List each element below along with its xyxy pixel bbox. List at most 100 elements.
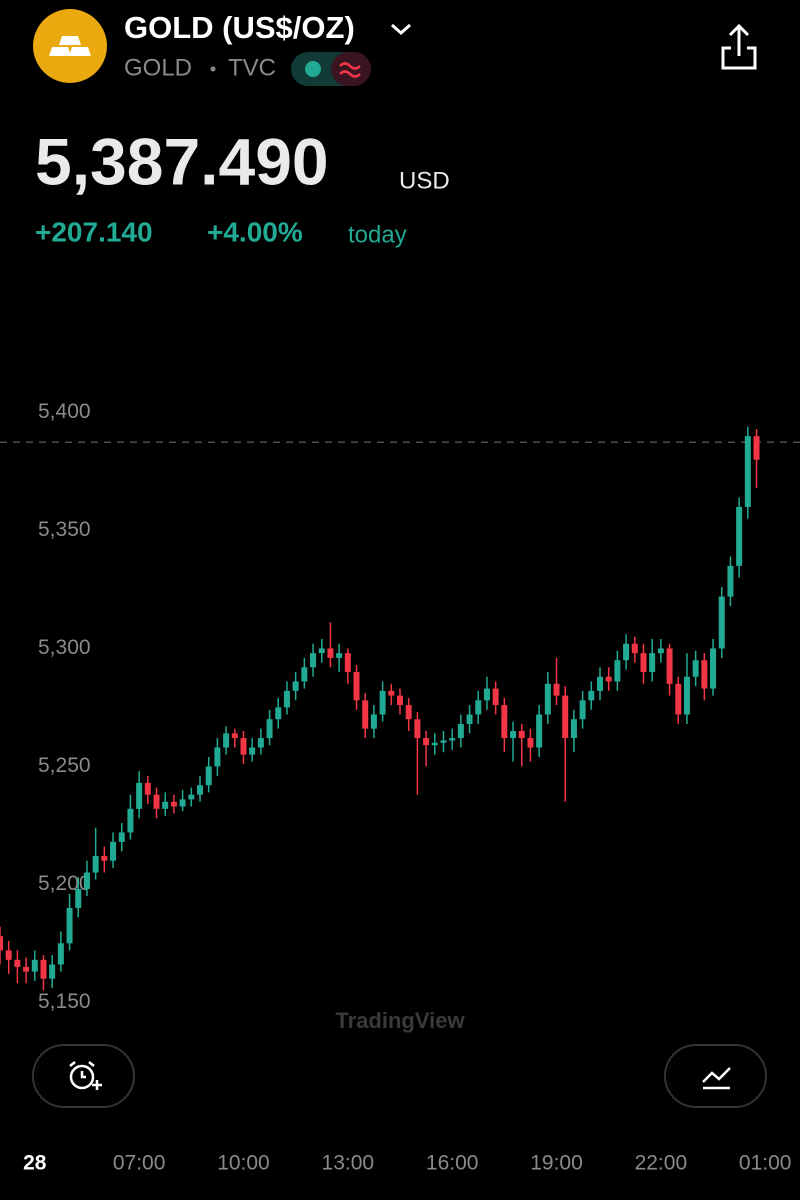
candle-body [649,653,656,673]
candle [40,955,47,991]
candle-body [675,683,682,715]
candle-body [631,643,638,654]
candle [414,712,421,795]
candle-body [379,690,386,715]
gold-icon [33,9,107,83]
candle-body [718,596,725,649]
candle-body [457,723,464,739]
candle [75,877,82,918]
change-percent: +4.00% [207,216,303,247]
candle-body [57,943,64,965]
candle-body [544,683,551,715]
candle-body [179,799,186,807]
candle [14,950,21,984]
candle-body [118,832,125,842]
candle [336,643,343,673]
candle-body [197,785,203,795]
candle-body [31,959,38,972]
candle [370,705,377,739]
candle [5,940,12,974]
candle [214,738,221,776]
candle-body [692,660,699,677]
candle-body [214,747,221,767]
watermark: TradingView [335,1008,465,1033]
candle-body [597,676,603,691]
candle-body [370,714,377,729]
candle [197,775,203,802]
x-tick-label: 01:00 [739,1152,792,1175]
candle-body [588,690,595,701]
candle [510,721,517,762]
candle [0,926,3,965]
candle-body [66,907,73,944]
candle-body [170,801,177,807]
candle-body [423,738,430,746]
candle-body [240,738,247,755]
candle-body [318,648,325,654]
y-tick-label: 5,350 [38,518,91,541]
candle [162,792,169,816]
candle-body [257,738,264,748]
candle-body [23,966,30,972]
candle-body [49,964,56,979]
candle [179,789,186,812]
candle [275,697,282,729]
candle [649,639,656,682]
candle-body [249,747,256,755]
candle [127,794,134,840]
candle [362,693,369,739]
candle-body [40,959,47,979]
candle-body [136,782,143,809]
candle [710,639,717,696]
candle-body [283,690,290,708]
candle [388,683,395,706]
candle [136,771,143,819]
candle-body [0,936,3,951]
candle-body [736,506,743,566]
candle [753,429,760,489]
x-tick-label: 16:00 [426,1152,479,1175]
candle-body [753,436,760,460]
share-button[interactable] [721,23,757,70]
candle [518,723,525,767]
candle-body [344,653,351,673]
x-tick-label: 07:00 [113,1152,166,1175]
candle-body [623,643,630,661]
candle [327,622,334,668]
x-tick-label: 28 [23,1152,47,1175]
candle-body [431,742,438,746]
candle-body [327,648,334,658]
candle-body [144,782,151,795]
candle-body [110,841,117,861]
candle-body [275,707,282,720]
candle [101,846,108,873]
candle [562,686,569,802]
candle [240,730,247,765]
candle [144,775,151,805]
candle-body [727,565,734,597]
candle [579,690,586,729]
candle [318,639,325,663]
candle [57,931,64,972]
symbol-title[interactable]: GOLD (US$/OZ) [124,10,355,45]
candle-body [301,667,308,682]
candle-body [153,794,160,809]
candle-body [205,766,212,786]
candle [301,657,308,689]
exchange: TVC [228,54,276,81]
dropdown-icon[interactable] [391,23,411,36]
candle [657,639,664,663]
candle [605,667,612,691]
candle-body [710,648,717,689]
candle-body [744,436,751,507]
candle-body [518,730,525,739]
candle [483,676,490,710]
candle [283,681,290,715]
candle [344,648,351,684]
currency: USD [399,167,450,194]
candle [466,705,473,734]
candle [457,714,464,748]
status-badge-right [331,52,371,86]
x-tick-label: 10:00 [217,1152,270,1175]
